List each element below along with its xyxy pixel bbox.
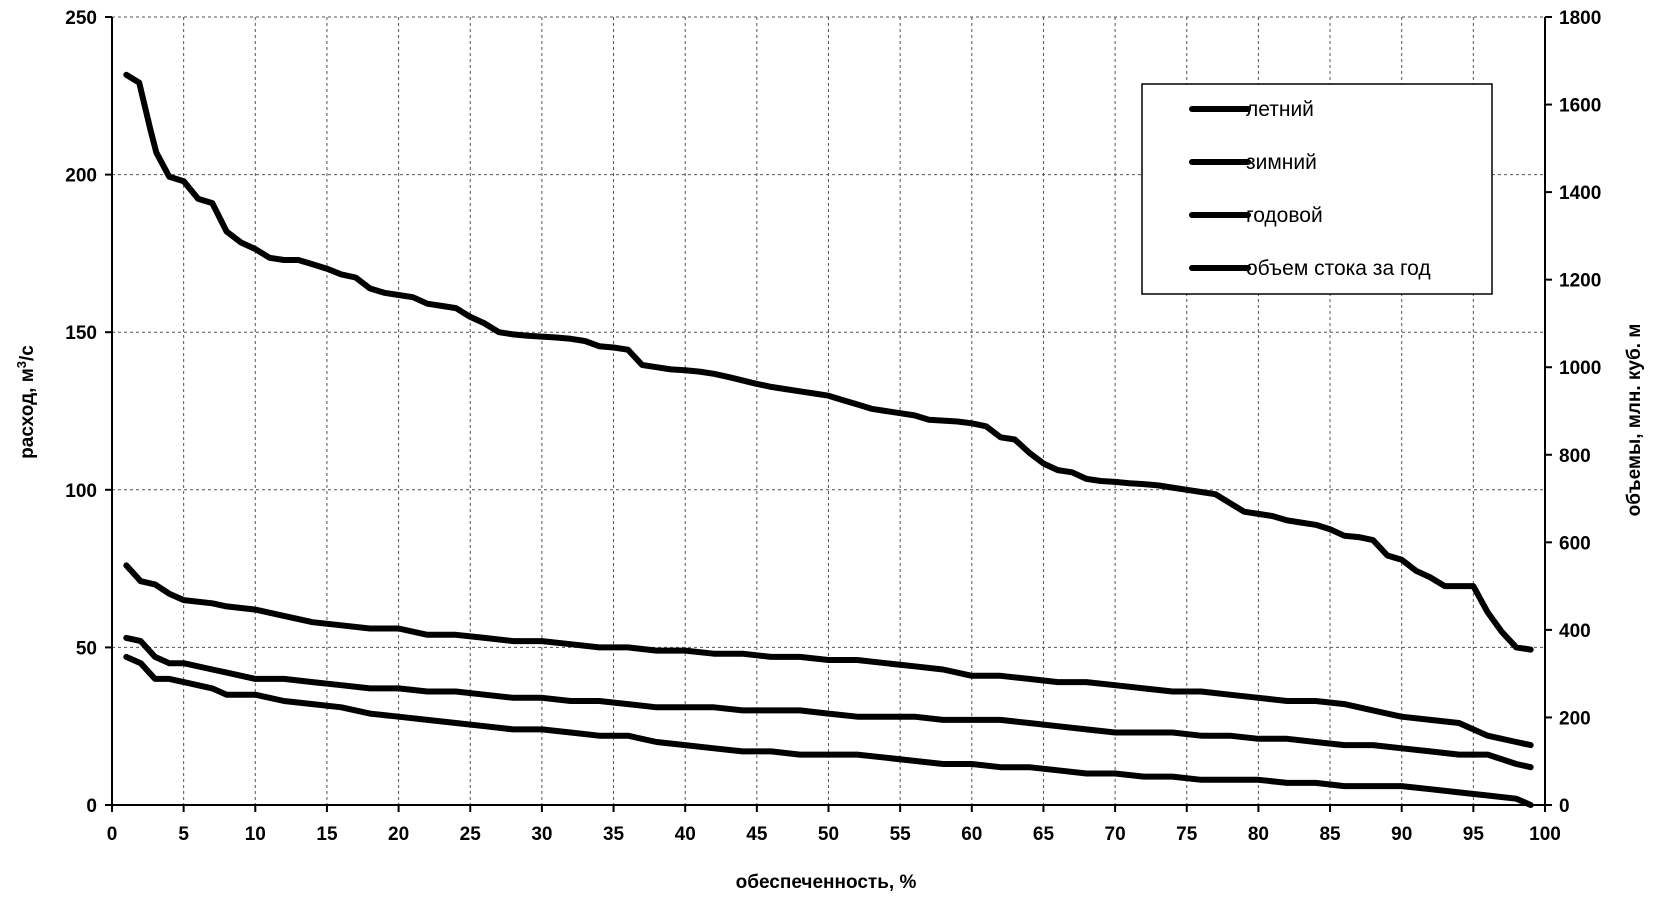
- y-tick-label: 100: [65, 481, 97, 502]
- y-tick-label: 150: [65, 323, 97, 344]
- y2-tick-label: 0: [1559, 796, 1570, 817]
- x-tick-label: 35: [603, 824, 625, 845]
- x-tick-label: 100: [1529, 824, 1561, 845]
- y-tick-label: 250: [65, 8, 97, 29]
- legend-label: объем стока за год: [1246, 257, 1431, 280]
- series-line-1: [123, 562, 1534, 749]
- y-tick-label: 200: [65, 166, 97, 187]
- series-line-2: [123, 634, 1534, 771]
- x-tick-label: 40: [675, 824, 696, 845]
- y2-tick-label: 1000: [1559, 358, 1601, 379]
- y2-tick-label: 1800: [1559, 8, 1601, 29]
- y2-axis-label: объемы, млн. куб. м: [1624, 324, 1645, 517]
- series-line-3: [123, 653, 1534, 808]
- y2-axis-ticks: 0 200 400 600 800 1000 1200 1400 1600 1800: [1545, 8, 1601, 817]
- y-tick-label: 0: [86, 796, 97, 817]
- y2-tick-label: 800: [1559, 446, 1591, 467]
- y2-tick-label: 1200: [1559, 271, 1601, 292]
- x-tick-label: 50: [818, 824, 839, 845]
- x-tick-label: 5: [178, 824, 189, 845]
- x-tick-label: 30: [531, 824, 552, 845]
- series-lines: [123, 71, 1534, 808]
- x-tick-label: 15: [316, 824, 338, 845]
- x-tick-label: 95: [1463, 824, 1485, 845]
- x-tick-label: 80: [1248, 824, 1269, 845]
- legend-label: годовой: [1246, 204, 1323, 227]
- y2-tick-label: 1400: [1559, 183, 1601, 204]
- x-tick-label: 75: [1176, 824, 1198, 845]
- series-line-4: [123, 71, 1534, 653]
- legend-box: [1141, 83, 1493, 295]
- y2-tick-label: 400: [1559, 621, 1591, 642]
- legend-label: летний: [1246, 98, 1314, 121]
- x-tick-label: 25: [460, 824, 482, 845]
- y2-tick-label: 600: [1559, 533, 1591, 554]
- y-axis-ticks: 0 50 100 150 200 250: [65, 8, 112, 817]
- y-axis-label: расход, м3/с: [14, 345, 38, 459]
- y-tick-label: 50: [76, 638, 97, 659]
- legend: летний зимний годовой объем стока за год: [1141, 83, 1493, 295]
- x-tick-label: 65: [1033, 824, 1055, 845]
- x-tick-label: 85: [1319, 824, 1341, 845]
- x-tick-label: 55: [890, 824, 912, 845]
- y2-tick-label: 1600: [1559, 96, 1601, 117]
- grid: [112, 17, 1545, 805]
- legend-label: зимний: [1246, 151, 1317, 174]
- x-axis-label: обеспеченность, %: [736, 872, 917, 893]
- x-tick-label: 60: [961, 824, 982, 845]
- x-tick-label: 45: [746, 824, 768, 845]
- x-tick-label: 70: [1105, 824, 1126, 845]
- plot-frame: [111, 16, 1546, 806]
- x-axis-ticks: 0 5 10 15 20 25 30 35 40 45 50 55 60 65 70 75 80 85 90 95 10…: [107, 805, 1561, 845]
- y2-tick-label: 200: [1559, 708, 1591, 729]
- x-tick-label: 90: [1391, 824, 1412, 845]
- x-tick-label: 20: [388, 824, 409, 845]
- x-tick-label: 10: [245, 824, 266, 845]
- x-tick-label: 0: [107, 824, 118, 845]
